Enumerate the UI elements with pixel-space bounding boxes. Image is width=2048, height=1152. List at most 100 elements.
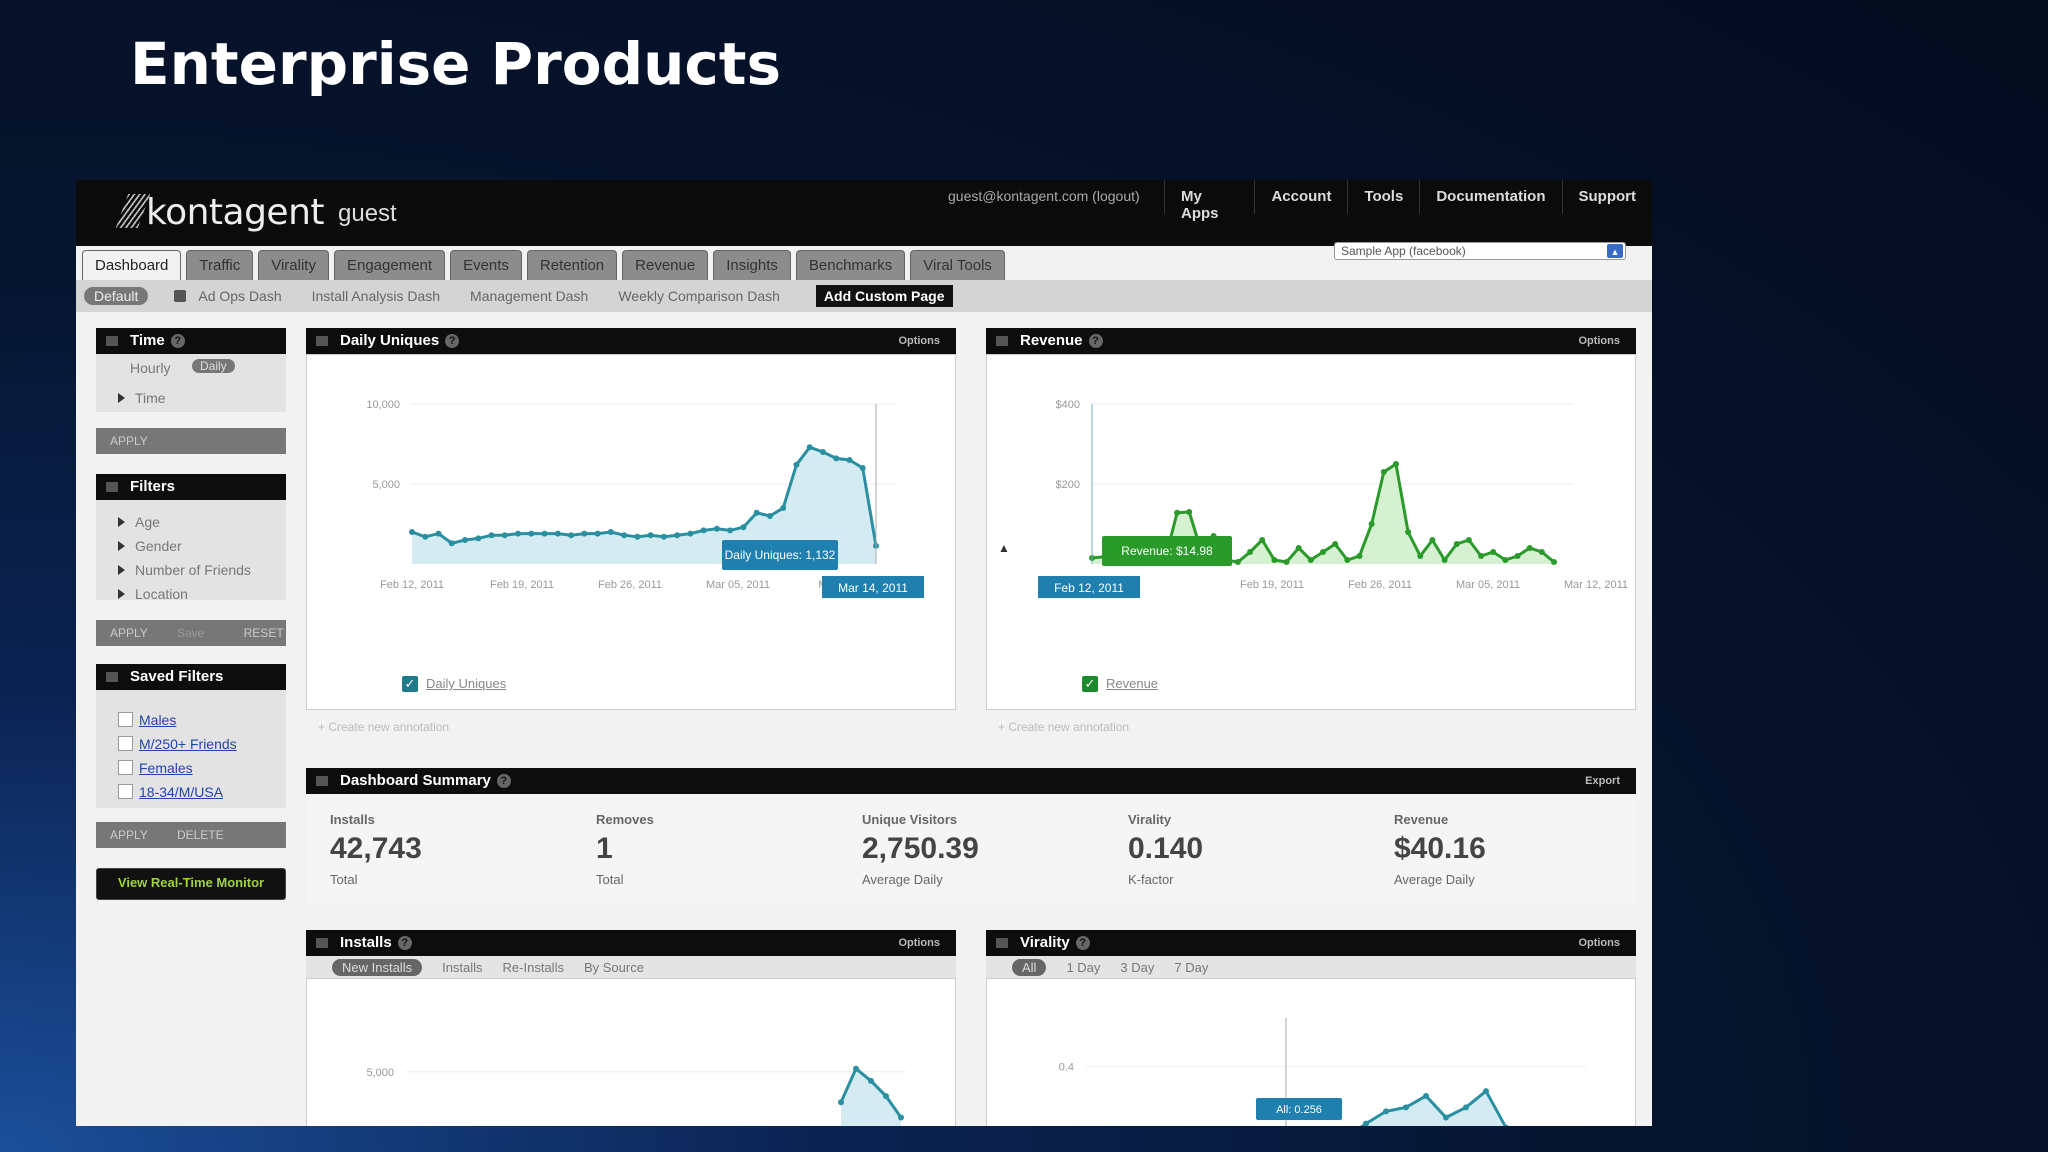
subtab-installs[interactable]: Installs (442, 960, 483, 975)
grip-icon[interactable] (316, 938, 328, 948)
installs-title: Installs (340, 934, 392, 951)
time-row[interactable]: Time (118, 390, 166, 406)
kontagent-logo[interactable]: kontagent (115, 192, 325, 233)
tab-events[interactable]: Events (450, 250, 522, 280)
summary-sub: K-factor (1128, 872, 1174, 887)
nav-tools[interactable]: Tools (1347, 180, 1419, 214)
saved-filters-header: Saved Filters (96, 664, 286, 690)
nav-account[interactable]: Account (1254, 180, 1347, 214)
add-custom-page-button[interactable]: Add Custom Page (815, 285, 953, 307)
revenue-legend[interactable]: ✓ Revenue (1082, 676, 1158, 692)
help-icon[interactable]: ? (170, 334, 185, 348)
grip-icon[interactable] (996, 336, 1008, 346)
tab-traffic[interactable]: Traffic (186, 250, 254, 280)
installs-header: Installs? Options (306, 930, 956, 956)
help-icon[interactable]: ? (445, 334, 460, 348)
view-real-time-monitor-button[interactable]: View Real-Time Monitor (96, 868, 286, 900)
tab-revenue[interactable]: Revenue (622, 250, 709, 280)
subtab-1-day[interactable]: 1 Day (1066, 960, 1101, 975)
grip-icon[interactable] (316, 776, 328, 786)
subtab-new-installs[interactable]: New Installs (332, 959, 423, 976)
tab-virality[interactable]: Virality (258, 250, 329, 280)
data-point (1514, 553, 1521, 559)
app-select[interactable]: Sample App (facebook) ▲ (1334, 242, 1626, 260)
default-dash-pill[interactable]: Default (84, 287, 149, 305)
subtab-3-day[interactable]: 3 Day (1120, 960, 1155, 975)
filters-save-button[interactable]: Save (176, 626, 205, 640)
filter-gender[interactable]: Gender (118, 538, 182, 554)
time-apply-button[interactable]: APPLY (96, 428, 286, 454)
saved-delete-button[interactable]: DELETE (176, 828, 224, 842)
checkbox[interactable] (118, 712, 133, 727)
grip-icon[interactable] (106, 482, 118, 492)
x-tick-label: Feb 26, 2011 (1348, 579, 1412, 591)
create-annotation-link[interactable]: + Create new annotation (998, 720, 1130, 734)
daily-option[interactable]: Daily (192, 359, 235, 373)
help-icon[interactable]: ? (1088, 334, 1103, 348)
checkbox[interactable] (118, 736, 133, 751)
data-point (581, 530, 588, 537)
hourly-option[interactable]: Hourly (130, 360, 171, 376)
tab-benchmarks[interactable]: Benchmarks (795, 250, 906, 280)
saved-filter-item[interactable]: Females (118, 760, 193, 776)
subtab-by-source[interactable]: By Source (583, 960, 644, 975)
y-tick-label: $200 (1056, 479, 1080, 491)
user-email-logout[interactable]: guest@kontagent.com (logout) (948, 188, 1140, 204)
summary-sub: Average Daily (862, 872, 943, 887)
grip-icon[interactable] (106, 336, 118, 346)
data-point (846, 457, 853, 463)
data-point (1405, 529, 1412, 535)
subtab-re-installs[interactable]: Re-Installs (502, 960, 564, 975)
subnav-management[interactable]: Management Dash (470, 288, 589, 304)
filters-reset-button[interactable]: RESET (243, 626, 284, 640)
revenue-options[interactable]: Options (1578, 335, 1620, 347)
installs-options[interactable]: Options (898, 937, 940, 949)
tab-dashboard[interactable]: Dashboard (82, 250, 182, 280)
saved-filter-item[interactable]: M/250+ Friends (118, 736, 237, 752)
data-point (713, 525, 720, 532)
revenue-date-tag-box (1038, 576, 1140, 598)
grip-icon[interactable] (106, 672, 118, 682)
create-annotation-link[interactable]: + Create new annotation (318, 720, 450, 734)
subtab-all[interactable]: All (1012, 959, 1047, 976)
saved-apply-button[interactable]: APPLY (110, 828, 148, 842)
grip-icon[interactable] (316, 336, 328, 346)
data-point (422, 533, 429, 540)
x-tick-label: Mar 05, 2011 (706, 579, 770, 591)
cursor-icon: ▲ (998, 541, 1010, 555)
daily-uniques-options[interactable]: Options (898, 335, 940, 347)
tab-engagement[interactable]: Engagement (333, 250, 446, 280)
summary-label: Unique Visitors (862, 812, 958, 827)
saved-filter-item[interactable]: Males (118, 712, 176, 728)
data-point (501, 532, 508, 539)
grip-icon[interactable] (996, 938, 1008, 948)
tab-retention[interactable]: Retention (526, 250, 618, 280)
filters-action-bar: APPLY Save RESET (96, 620, 286, 646)
daily-uniques-legend[interactable]: ✓ Daily Uniques (402, 676, 506, 692)
filter-age[interactable]: Age (118, 514, 160, 530)
y-tick-label: 5,000 (366, 1067, 394, 1079)
nav-support[interactable]: Support (1561, 180, 1653, 214)
filter-number-of-friends[interactable]: Number of Friends (118, 562, 251, 578)
subnav-weekly-comparison[interactable]: Weekly Comparison Dash (618, 288, 780, 304)
checkbox[interactable] (118, 760, 133, 775)
tab-viral-tools[interactable]: Viral Tools (910, 250, 1005, 280)
subtab-7-day[interactable]: 7 Day (1174, 960, 1209, 975)
help-icon[interactable]: ? (397, 936, 412, 950)
summary-export[interactable]: Export (1585, 775, 1620, 787)
filter-location[interactable]: Location (118, 586, 188, 602)
filters-apply-button[interactable]: APPLY (110, 626, 148, 640)
subnav-ad-ops[interactable]: Ad Ops Dash (198, 288, 282, 304)
data-point (660, 533, 667, 540)
virality-options[interactable]: Options (1578, 937, 1620, 949)
summary-revenue: Revenue $40.16 Average Daily (1370, 800, 1636, 904)
data-point (766, 513, 773, 519)
nav-my-apps[interactable]: My Apps (1164, 180, 1254, 222)
checkbox[interactable] (118, 784, 133, 799)
help-icon[interactable]: ? (496, 774, 511, 788)
help-icon[interactable]: ? (1075, 936, 1090, 950)
nav-documentation[interactable]: Documentation (1419, 180, 1561, 214)
tab-insights[interactable]: Insights (713, 250, 791, 280)
subnav-install-analysis[interactable]: Install Analysis Dash (311, 288, 441, 304)
saved-filter-item[interactable]: 18-34/M/USA (118, 784, 223, 800)
